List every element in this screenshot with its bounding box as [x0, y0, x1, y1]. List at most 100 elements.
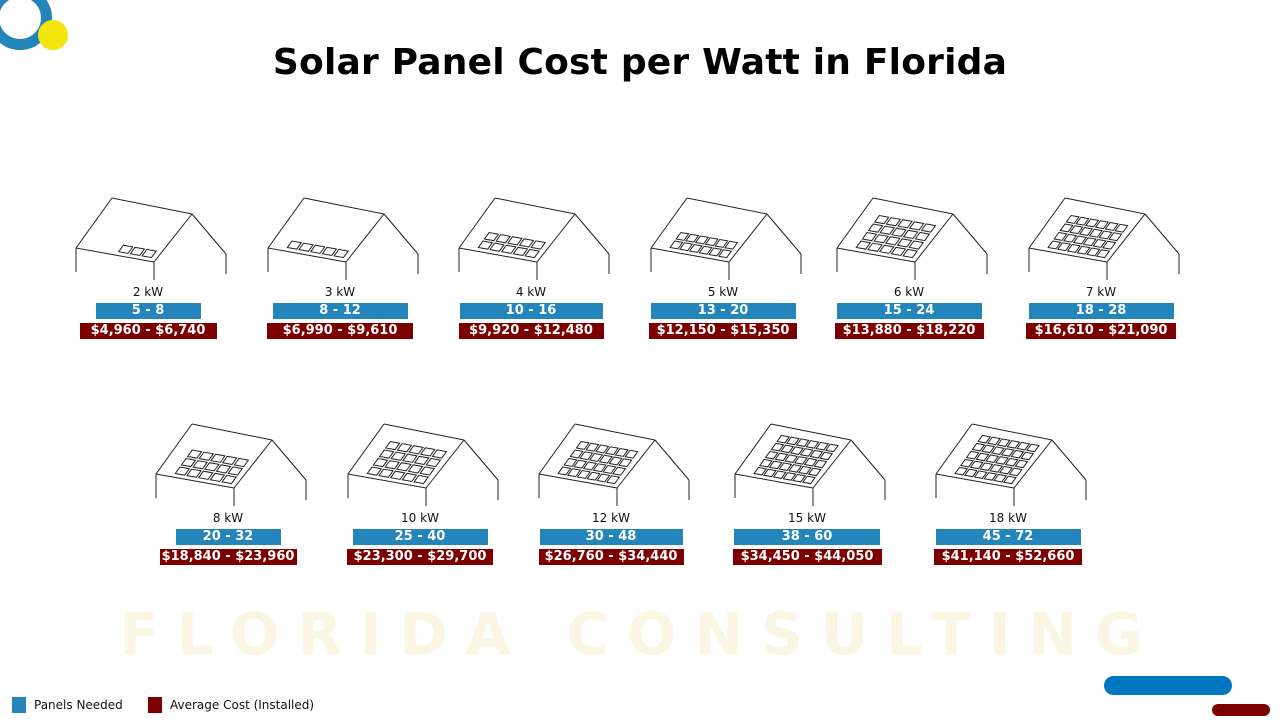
solar-panel-icon [708, 247, 723, 257]
solar-panel-icon [588, 452, 604, 462]
solar-panel-icon [512, 246, 529, 257]
solar-panel-icon [813, 459, 828, 469]
house-icon [155, 423, 307, 506]
solar-panel-icon [366, 466, 383, 476]
solar-panel-icon [298, 242, 314, 252]
solar-panel-icon [764, 450, 779, 460]
solar-panel-icon [678, 242, 694, 252]
solar-panel-icon [425, 457, 442, 468]
panels-needed-badge: 13 - 20 [650, 303, 796, 319]
decor-pill-red [1212, 704, 1270, 716]
panels-needed-badge: 15 - 24 [836, 303, 982, 319]
solar-panel-icon [221, 474, 237, 485]
solar-panel-icon [372, 457, 389, 468]
solar-panel-icon [981, 444, 996, 454]
solar-panel-icon [1086, 247, 1101, 257]
solar-panel-icon [384, 460, 401, 470]
panels-needed-badge: 38 - 60 [734, 529, 880, 545]
solar-panel-icon [878, 244, 895, 254]
solar-panel-icon [801, 475, 816, 485]
solar-panel-icon [1094, 220, 1110, 230]
solar-panel-icon [993, 473, 1008, 483]
solar-panel-icon [402, 453, 418, 463]
solar-panel-icon [518, 238, 535, 248]
solar-panel-icon [985, 454, 1000, 463]
solar-panel-icon [477, 240, 494, 250]
solar-panel-icon [861, 231, 878, 242]
solar-panel-icon [1104, 221, 1119, 231]
solar-panel-icon [969, 460, 984, 470]
solar-panel-icon [971, 442, 986, 452]
solar-panel-icon [793, 456, 808, 465]
solar-panel-icon [789, 446, 804, 455]
solar-panel-icon [483, 231, 500, 242]
system-9: 15 kW 38 - 60 $34,450 - $44,050 [697, 416, 917, 565]
panels-needed-badge: 30 - 48 [539, 529, 683, 545]
solar-panel-icon [867, 242, 883, 252]
house-icon [734, 423, 886, 506]
solar-panel-icon [891, 227, 907, 237]
house-icon [935, 423, 1087, 506]
average-cost-badge: $16,610 - $21,090 [1026, 323, 1176, 339]
system-0: 2 kW 5 - 8 $4,960 - $6,740 [38, 190, 258, 339]
solar-panel-icon [884, 236, 901, 246]
solar-panel-icon [1085, 218, 1100, 228]
solar-panel-icon [1078, 226, 1094, 236]
average-cost-badge: $41,140 - $52,660 [934, 549, 1082, 565]
solar-panel-icon [396, 443, 413, 453]
solar-panel-icon [576, 469, 591, 479]
legend-label-cost: Average Cost (Installed) [170, 698, 315, 712]
solar-panel-icon [592, 463, 607, 473]
solar-panel-icon [1002, 475, 1017, 485]
solar-panel-icon [998, 465, 1013, 475]
solar-panel-icon [1108, 232, 1123, 242]
solar-panel-icon [1056, 242, 1072, 252]
solar-panel-icon [384, 440, 401, 451]
solar-panel-icon [378, 468, 394, 478]
solar-panel-icon [1004, 457, 1019, 467]
panels-needed-badge: 45 - 72 [935, 529, 1081, 545]
house-icon [75, 197, 227, 280]
system-size-label: 4 kW [515, 285, 547, 299]
solar-panel-icon [1016, 441, 1031, 451]
solar-panel-icon [413, 455, 430, 466]
solar-panel-icon [1006, 440, 1021, 449]
solar-panel-icon [762, 468, 777, 478]
solar-panel-icon [419, 466, 436, 476]
solar-panel-icon [902, 229, 919, 240]
system-size-label: 8 kW [212, 511, 244, 525]
system-4: 6 kW 15 - 24 $13,880 - $18,220 [799, 190, 1019, 339]
system-1: 3 kW 8 - 12 $6,990 - $9,610 [230, 190, 450, 339]
solar-panel-icon [768, 460, 783, 470]
solar-panel-icon [1075, 216, 1090, 226]
solar-panel-icon [954, 466, 969, 476]
system-size-label: 7 kW [1085, 285, 1117, 299]
solar-panel-icon [604, 446, 620, 456]
solar-panel-icon [782, 472, 797, 481]
solar-panel-icon [407, 464, 424, 474]
solar-panel-icon [530, 240, 547, 250]
system-8: 12 kW 30 - 48 $26,760 - $34,440 [501, 416, 721, 565]
solar-panel-icon [524, 248, 540, 259]
solar-panel-icon [885, 217, 902, 227]
solar-panel-icon [210, 453, 226, 463]
solar-panel-icon [286, 240, 303, 250]
panels-needed-badge: 20 - 32 [175, 529, 281, 545]
legend-panels: Panels Needed [12, 697, 123, 713]
solar-panel-icon [1020, 451, 1035, 461]
solar-panel-icon [824, 443, 839, 453]
solar-panel-icon [983, 472, 998, 481]
average-cost-badge: $13,880 - $18,220 [834, 323, 984, 339]
average-cost-badge: $9,920 - $12,480 [458, 323, 604, 339]
solar-panel-icon [1072, 235, 1088, 245]
solar-panel-icon [890, 246, 907, 257]
solar-panel-icon [186, 468, 202, 478]
system-2: 4 kW 10 - 16 $9,920 - $12,480 [421, 190, 641, 339]
solar-panel-icon [192, 460, 209, 470]
solar-panel-icon [500, 244, 517, 254]
solar-panel-icon [413, 474, 429, 485]
panels-needed-badge: 25 - 40 [352, 529, 488, 545]
solar-panel-icon [977, 434, 992, 444]
solar-panel-icon [495, 234, 512, 244]
solar-panel-icon [815, 441, 830, 451]
